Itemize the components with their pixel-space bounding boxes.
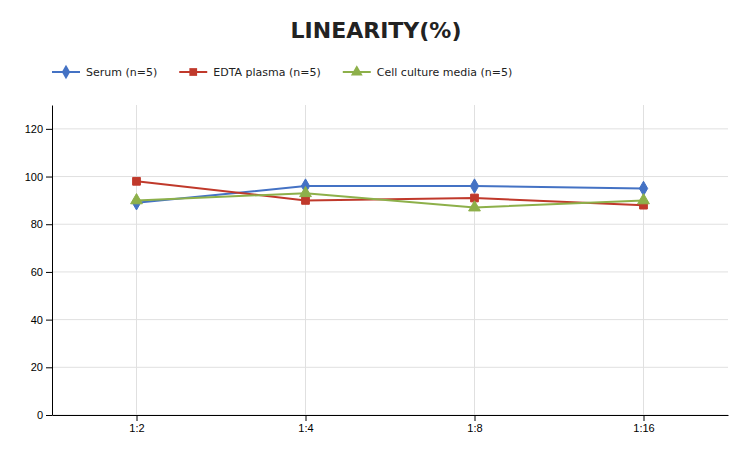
legend: Serum (n=5) EDTA plasma (n=5) Cell culture…: [52, 65, 512, 79]
legend-label: EDTA plasma (n=5): [213, 66, 321, 79]
legend-marker: [189, 68, 197, 76]
y-tick-label: 0: [37, 409, 43, 421]
y-tick: 80: [31, 218, 52, 230]
y-tick: 20: [31, 361, 52, 373]
y-tick-mark: [46, 320, 52, 321]
y-tick: 100: [25, 171, 52, 183]
series: [132, 179, 647, 210]
plot: 1:2 1:4 1:8 1:16 0 20 40 60 80 100 120: [25, 105, 729, 434]
legend-marker: [351, 65, 363, 75]
y-tick-label: 60: [31, 266, 43, 278]
legend-item: EDTA plasma (n=5): [179, 66, 321, 79]
series-line: [137, 181, 644, 205]
legend-marker: [62, 65, 70, 79]
y-tick-label: 40: [31, 314, 43, 326]
y-tick-mark: [46, 272, 52, 273]
grid-line-y: [52, 271, 728, 272]
x-tick-label: 1:16: [633, 422, 654, 434]
x-axis-line: [53, 415, 729, 416]
y-axis: 0 20 40 60 80 100 120: [25, 106, 53, 422]
grid-line-y: [52, 319, 728, 320]
x-tick: 1:8: [467, 415, 482, 434]
y-tick: 40: [31, 314, 52, 326]
grid-line-y: [52, 224, 728, 225]
legend-item: Serum (n=5): [52, 65, 157, 79]
y-tick-mark: [46, 367, 52, 368]
y-tick-label: 120: [25, 123, 43, 135]
grid-line-x: [643, 105, 644, 415]
y-tick-mark: [46, 129, 52, 130]
grid-line-y: [52, 367, 728, 368]
grid-line-x: [474, 105, 475, 415]
chart: LINEARITY(%) 1:2 1:4 1:8 1:16 0 20 40 60 80 100 120…: [0, 0, 752, 451]
y-axis-line: [52, 106, 53, 416]
y-tick: 60: [31, 266, 52, 278]
legend-item: Cell culture media (n=5): [343, 65, 513, 79]
marker: [469, 201, 481, 211]
series: [131, 186, 650, 211]
grid-line-x: [136, 105, 137, 415]
x-tick-mark: [137, 415, 138, 421]
x-tick: 1:4: [298, 415, 313, 434]
grid-line-y: [52, 176, 728, 177]
series-line: [137, 193, 644, 207]
x-tick: 1:16: [633, 415, 654, 434]
marker: [300, 186, 312, 196]
y-tick-label: 20: [31, 361, 43, 373]
y-tick: 0: [37, 409, 52, 421]
grid-line-y: [52, 128, 728, 129]
x-tick-label: 1:4: [298, 422, 313, 434]
y-tick-label: 80: [31, 218, 43, 230]
y-tick-mark: [46, 177, 52, 178]
marker: [638, 194, 650, 204]
x-tick-mark: [644, 415, 645, 421]
series: [133, 177, 648, 209]
x-tick-mark: [475, 415, 476, 421]
marker: [470, 179, 478, 193]
y-tick-label: 100: [25, 171, 43, 183]
marker: [133, 177, 141, 185]
legend-label: Cell culture media (n=5): [377, 66, 513, 79]
x-tick-label: 1:2: [129, 422, 144, 434]
y-tick-mark: [46, 224, 52, 225]
title: LINEARITY(%): [291, 18, 462, 43]
x-tick: 1:2: [129, 415, 144, 434]
x-tick-mark: [306, 415, 307, 421]
marks: [131, 177, 650, 211]
x-tick-label: 1:8: [467, 422, 482, 434]
y-tick: 120: [25, 123, 52, 135]
y-tick-mark: [46, 415, 52, 416]
marker: [302, 197, 310, 205]
grid-line-x: [305, 105, 306, 415]
grid-line-y: [52, 415, 728, 416]
grid: [52, 105, 728, 415]
marker: [131, 194, 143, 204]
legend-label: Serum (n=5): [86, 66, 157, 79]
x-axis: 1:2 1:4 1:8 1:16: [53, 415, 729, 434]
